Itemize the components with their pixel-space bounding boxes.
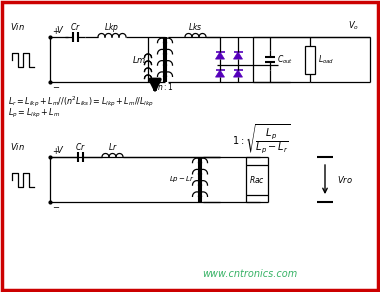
- Text: $Lkp$: $Lkp$: [105, 21, 120, 34]
- Text: −: −: [52, 203, 59, 212]
- Polygon shape: [233, 52, 242, 59]
- Text: $Lp-Lr$: $Lp-Lr$: [169, 175, 195, 185]
- Text: $Lr$: $Lr$: [108, 141, 117, 152]
- Text: $C_{out}$: $C_{out}$: [277, 53, 293, 66]
- Text: $Vin$: $Vin$: [10, 21, 25, 32]
- Text: $1:\sqrt{\dfrac{L_p}{L_p - L_r}}$: $1:\sqrt{\dfrac{L_p}{L_p - L_r}}$: [232, 122, 291, 156]
- Text: +: +: [52, 27, 59, 36]
- Text: $Vro$: $Vro$: [337, 174, 353, 185]
- Text: $L_{oad}$: $L_{oad}$: [318, 53, 334, 66]
- Polygon shape: [233, 70, 242, 77]
- Text: $Lks$: $Lks$: [188, 21, 203, 32]
- Bar: [246, 164, 268, 194]
- Text: $Vin$: $Vin$: [10, 141, 25, 152]
- Text: $V$: $V$: [56, 24, 64, 35]
- Text: $V$: $V$: [56, 144, 64, 155]
- Text: $L_p = L_{lkp} + L_m$: $L_p = L_{lkp} + L_m$: [8, 107, 60, 119]
- Text: www.cntronics.com: www.cntronics.com: [203, 269, 298, 279]
- Text: −: −: [52, 83, 59, 92]
- Text: +: +: [52, 147, 59, 156]
- Text: $L_r = L_{lkp} + L_m //(n^2 L_{lks}) = L_{lkp} + L_m // L_{lkp}$: $L_r = L_{lkp} + L_m //(n^2 L_{lks}) = L…: [8, 95, 154, 109]
- Text: $Cr$: $Cr$: [74, 141, 86, 152]
- Text: $V_o$: $V_o$: [348, 20, 359, 32]
- Text: $Cr$: $Cr$: [70, 21, 81, 32]
- Bar: [305, 46, 315, 74]
- Text: $Lm$: $Lm$: [132, 54, 146, 65]
- Polygon shape: [215, 70, 225, 77]
- Polygon shape: [215, 52, 225, 59]
- Text: $Rac$: $Rac$: [249, 174, 265, 185]
- Text: $n:1$: $n:1$: [157, 81, 173, 92]
